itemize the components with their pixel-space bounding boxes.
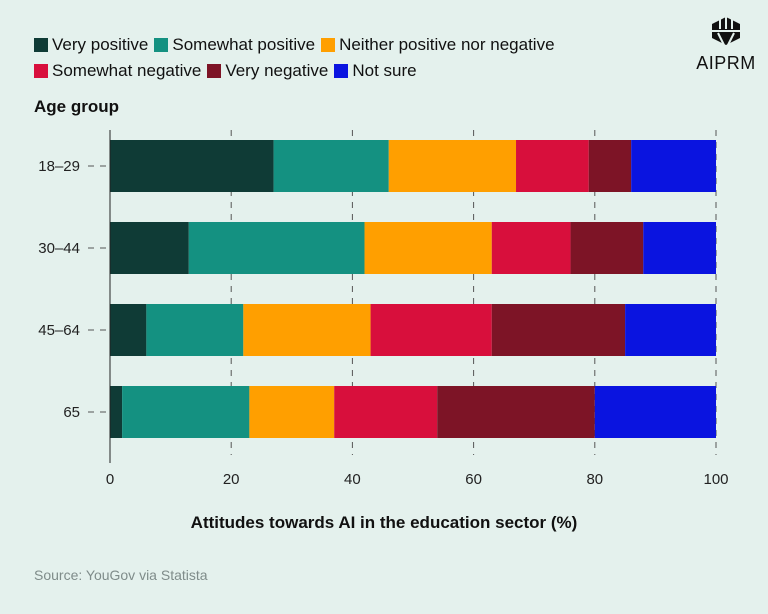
y-tick-label: 65 <box>63 404 80 421</box>
y-tick-label: 45–64 <box>38 322 80 339</box>
x-tick-label: 20 <box>223 471 240 488</box>
bar-segment <box>491 304 626 356</box>
bar-segment <box>243 304 371 356</box>
bar-segment <box>110 386 123 438</box>
legend-swatch <box>154 38 169 52</box>
legend-label: Somewhat positive <box>172 35 316 54</box>
bar-segment <box>188 222 365 274</box>
bar-segment <box>110 140 274 192</box>
legend-label: Somewhat negative <box>52 61 202 80</box>
bar-segment <box>631 140 716 192</box>
bar-segment <box>249 386 335 438</box>
legend-swatch <box>334 64 349 78</box>
x-tick-label: 60 <box>465 471 482 488</box>
legend-swatch <box>207 64 222 78</box>
bar-segment <box>122 386 250 438</box>
bar-segment <box>491 222 571 274</box>
bar-segment <box>334 386 438 438</box>
x-tick-label: 0 <box>106 471 114 488</box>
bar-segment <box>110 304 147 356</box>
legend: Very positive Somewhat positive Neither po… <box>34 33 654 85</box>
x-tick-label: 100 <box>703 471 728 488</box>
x-axis-label: Attitudes towards AI in the education se… <box>190 513 578 532</box>
legend-item: Not sure <box>334 59 417 83</box>
bar-segment <box>643 222 716 274</box>
bar-segment <box>570 222 644 274</box>
legend-item: Somewhat negative <box>34 59 201 83</box>
bar-segment <box>625 304 716 356</box>
logo-text: AIPRM <box>696 53 756 73</box>
bar-segment <box>388 140 517 192</box>
y-tick-label: 18–29 <box>38 158 80 175</box>
bar-segment <box>594 386 716 438</box>
legend-label: Very positive <box>52 35 149 54</box>
legend-label: Not sure <box>352 61 417 80</box>
bar-segment <box>516 140 589 192</box>
x-tick-label: 80 <box>586 471 603 488</box>
legend-item: Very positive <box>34 33 148 57</box>
bar-segment <box>588 140 632 192</box>
bar-segment <box>110 222 189 274</box>
y-axis-label: Age group <box>34 97 119 116</box>
aiprm-logo-icon <box>712 17 740 46</box>
legend-item: Somewhat positive <box>154 33 315 57</box>
legend-swatch <box>321 38 336 52</box>
x-tick-label: 40 <box>344 471 361 488</box>
legend-item: Very negative <box>207 59 328 83</box>
legend-item: Neither positive nor negative <box>321 33 555 57</box>
legend-swatch <box>34 38 48 52</box>
bar-segment <box>146 304 244 356</box>
bar-segment <box>273 140 389 192</box>
legend-swatch <box>34 64 48 78</box>
aiprm-logo: AIPRM <box>696 16 756 74</box>
bar-segment <box>437 386 595 438</box>
bar-segment <box>364 222 492 274</box>
legend-label: Very negative <box>225 61 329 80</box>
legend-label: Neither positive nor negative <box>339 35 555 54</box>
y-tick-label: 30–44 <box>38 240 80 257</box>
bar-segment <box>370 304 492 356</box>
source-note: Source: YouGov via Statista <box>34 567 208 583</box>
